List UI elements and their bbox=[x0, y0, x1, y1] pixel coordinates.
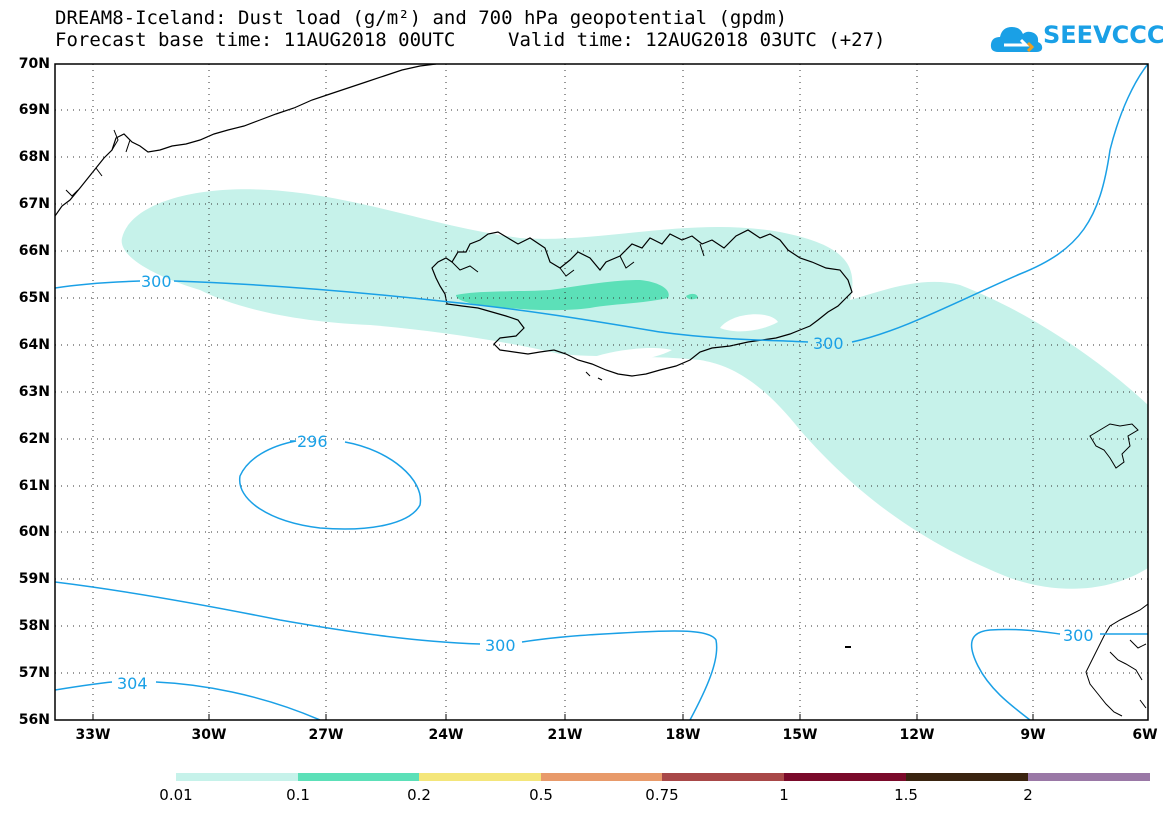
contour-300-east bbox=[970, 628, 1148, 720]
contour-304 bbox=[55, 681, 321, 720]
lat-label: 66N bbox=[18, 243, 50, 259]
lat-label: 59N bbox=[18, 571, 50, 587]
contour-296 bbox=[239, 440, 422, 530]
colorbar-label: 0.01 bbox=[159, 786, 193, 804]
iceland-outline bbox=[431, 229, 853, 377]
colorbar-segment bbox=[298, 773, 419, 781]
colorbar-label: 0.1 bbox=[286, 786, 310, 804]
logo-text: SEEVCCC bbox=[1043, 21, 1165, 49]
scotland-coast bbox=[1085, 603, 1148, 717]
colorbar-segment bbox=[176, 773, 298, 781]
colorbar-label: 2 bbox=[1023, 786, 1033, 804]
contour-label: 296 bbox=[297, 432, 328, 451]
forecast-base-time: Forecast base time: 11AUG2018 00UTC bbox=[55, 29, 456, 51]
dust-area-medium bbox=[456, 280, 669, 311]
lon-label: 27W bbox=[308, 727, 344, 743]
colorbar-segment bbox=[541, 773, 662, 781]
lat-label: 63N bbox=[18, 384, 50, 400]
lat-label: 70N bbox=[18, 56, 50, 72]
lon-label: 6W bbox=[1132, 727, 1158, 743]
lon-label: 21W bbox=[547, 727, 583, 743]
lat-label: 68N bbox=[18, 149, 50, 165]
valid-time: Valid time: 12AUG2018 03UTC (+27) bbox=[508, 29, 886, 51]
contour-label: 304 bbox=[117, 674, 148, 693]
lat-label: 69N bbox=[18, 102, 50, 118]
contour-label: 300 bbox=[485, 636, 516, 655]
colorbar-segment bbox=[784, 773, 906, 781]
colorbar bbox=[176, 773, 1150, 781]
contour-label: 300 bbox=[813, 334, 844, 353]
lon-label: 15W bbox=[782, 727, 818, 743]
lat-label: 61N bbox=[18, 478, 50, 494]
contour-labels: 300 300 296 300 304 300 bbox=[117, 272, 1094, 693]
lon-label: 30W bbox=[191, 727, 227, 743]
contour-label: 300 bbox=[141, 272, 172, 291]
geopotential-contours bbox=[55, 64, 1148, 720]
lat-label: 57N bbox=[18, 665, 50, 681]
contour-300-north bbox=[55, 64, 1148, 343]
colorbar-label: 0.2 bbox=[407, 786, 431, 804]
lat-label: 65N bbox=[18, 290, 50, 306]
contour-label: 300 bbox=[1063, 626, 1094, 645]
colorbar-segment bbox=[906, 773, 1028, 781]
lon-label: 12W bbox=[899, 727, 935, 743]
lat-label: 58N bbox=[18, 618, 50, 634]
colorbar-segment bbox=[419, 773, 541, 781]
colorbar-segment bbox=[1028, 773, 1150, 781]
grid-lines bbox=[55, 64, 1148, 720]
map-frame bbox=[54, 63, 1149, 721]
colorbar-segment bbox=[662, 773, 784, 781]
lon-label: 18W bbox=[665, 727, 701, 743]
cloud-icon bbox=[990, 27, 1043, 53]
map-title: DREAM8-Iceland: Dust load (g/m²) and 700… bbox=[55, 7, 788, 29]
colorbar-label: 1.5 bbox=[894, 786, 918, 804]
lat-label: 56N bbox=[18, 712, 50, 728]
lat-label: 64N bbox=[18, 337, 50, 353]
lon-label: 33W bbox=[75, 727, 111, 743]
colorbar-label: 0.75 bbox=[645, 786, 679, 804]
lon-label: 24W bbox=[428, 727, 464, 743]
colorbar-label: 1 bbox=[779, 786, 789, 804]
colorbar-label: 0.5 bbox=[529, 786, 553, 804]
lat-label: 67N bbox=[18, 196, 50, 212]
contour-300-south bbox=[55, 581, 718, 720]
lat-label: 62N bbox=[18, 431, 50, 447]
faroe-islands bbox=[1089, 423, 1139, 469]
dust-area-light bbox=[121, 189, 1148, 589]
lat-label: 60N bbox=[18, 524, 50, 540]
lon-label: 9W bbox=[1020, 727, 1046, 743]
